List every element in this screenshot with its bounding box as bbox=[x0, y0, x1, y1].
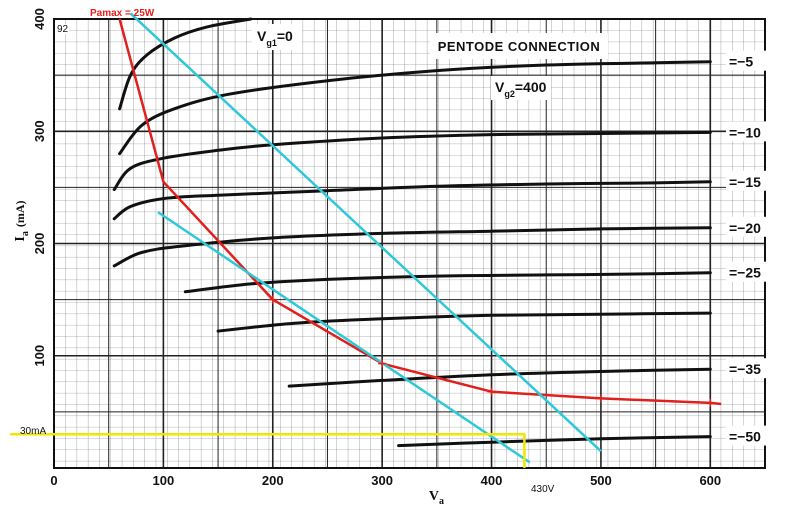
pamax-point-marker bbox=[378, 359, 387, 368]
vg1-label-box bbox=[252, 24, 302, 50]
curve-vg1-0 bbox=[118, 17, 253, 111]
curve-vg1--25 bbox=[183, 271, 712, 294]
curve-vg1--50 bbox=[397, 435, 712, 448]
ia-marker-line bbox=[10, 433, 526, 468]
pamax-label: Pamax = 25W bbox=[90, 8, 155, 19]
x-tick-label: 400 bbox=[481, 473, 503, 488]
y-tick-label: 200 bbox=[32, 233, 47, 255]
pamax-hyperbola-line bbox=[118, 18, 722, 406]
x-tick-label: 200 bbox=[262, 473, 284, 488]
curve-label-box bbox=[726, 121, 766, 142]
curve-label-box bbox=[726, 170, 766, 191]
corner-note: 92 bbox=[57, 24, 69, 35]
pamax-point-marker bbox=[487, 387, 496, 396]
curve-vg1--5 bbox=[118, 60, 712, 156]
curve-vg1--15 bbox=[112, 180, 712, 221]
x-tick-label: 600 bbox=[699, 473, 721, 488]
curve-vg1--30 bbox=[216, 311, 712, 333]
x-axis-label-sub: a bbox=[439, 496, 444, 507]
x-tick-label: 0 bbox=[50, 473, 57, 488]
x-tick-label: 300 bbox=[371, 473, 393, 488]
vg2-label-sub: g2 bbox=[504, 89, 515, 99]
chart-title: PENTODE CONNECTION bbox=[438, 39, 601, 54]
vg1-label-sub: g1 bbox=[266, 38, 277, 48]
overlay-lines bbox=[10, 12, 722, 468]
grid bbox=[53, 18, 766, 469]
va-marker-label: 430V bbox=[531, 484, 555, 495]
title-box bbox=[430, 33, 608, 59]
curve-label-box bbox=[726, 358, 766, 379]
vg2-label-value: =400 bbox=[515, 79, 547, 95]
pamax-point-marker bbox=[268, 295, 277, 304]
characteristic-curves bbox=[112, 17, 712, 448]
y-tick-label: 300 bbox=[32, 120, 47, 142]
pamax-point-marker bbox=[596, 394, 605, 403]
x-axis-label: Va bbox=[429, 489, 444, 507]
y-tick-label: 100 bbox=[32, 345, 47, 367]
vg1-label-value: =0 bbox=[277, 28, 293, 44]
y-tick-label: 400 bbox=[32, 8, 47, 30]
curve-label-box bbox=[726, 216, 766, 237]
vg2-label-box bbox=[491, 76, 551, 100]
curve-label--50: =−50 bbox=[729, 429, 761, 445]
curve-label-box bbox=[726, 50, 766, 71]
ia-marker-label: 30mA bbox=[20, 426, 46, 437]
pamax-point-marker bbox=[706, 398, 715, 407]
curve-label--35: =−35 bbox=[729, 361, 761, 377]
x-tick-label: 100 bbox=[153, 473, 175, 488]
curve-vg1--10 bbox=[112, 130, 712, 192]
curve-label--20: =−20 bbox=[729, 220, 761, 236]
curve-vg1--35 bbox=[287, 367, 712, 388]
curve-vg1--20 bbox=[112, 226, 712, 268]
curve-label--10: =−10 bbox=[729, 124, 761, 140]
y-axis-label-sub: a bbox=[20, 231, 31, 236]
chart-labels: 0 100 200 300 400 500 600100200300400VaIa(mA)P… bbox=[13, 8, 766, 507]
curve-label--5: =−5 bbox=[729, 54, 753, 70]
plot-frame bbox=[53, 18, 766, 469]
load-line-2-line bbox=[157, 211, 531, 464]
vg1-label: Vg1=0 bbox=[257, 28, 293, 48]
y-axis-label-unit: (mA) bbox=[13, 200, 27, 227]
curve-label--15: =−15 bbox=[729, 174, 761, 190]
load-line-1-line bbox=[129, 12, 602, 453]
y-axis-label: Ia(mA) bbox=[13, 200, 31, 241]
curve-label--25: =−25 bbox=[729, 265, 761, 281]
x-tick-label: 500 bbox=[590, 473, 612, 488]
curve-label-box bbox=[726, 425, 766, 446]
corner-note-box bbox=[55, 24, 69, 34]
curve-label-box bbox=[726, 261, 766, 282]
vg2-label: Vg2=400 bbox=[495, 79, 547, 99]
